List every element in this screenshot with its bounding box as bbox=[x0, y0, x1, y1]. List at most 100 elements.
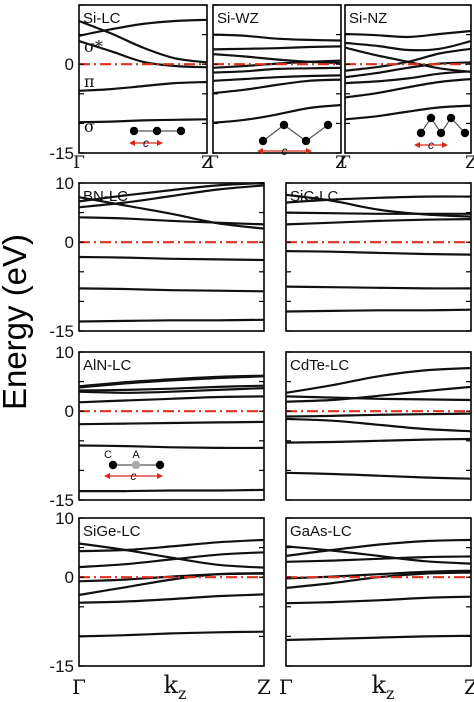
band-line bbox=[285, 634, 472, 642]
band-line bbox=[285, 285, 472, 290]
si-wz-lattice-arrow: c bbox=[257, 144, 312, 158]
band-line bbox=[78, 181, 265, 203]
band-line bbox=[78, 216, 265, 226]
band-line bbox=[78, 444, 265, 450]
atom bbox=[436, 128, 446, 138]
band-line bbox=[344, 70, 472, 85]
arrow-head-left bbox=[414, 142, 420, 148]
panels: 0 -15 Si-LC Si-WZ Si-NZ 10 0 -15 BN-LC SiC-LC 10 0 -… bbox=[49, 4, 474, 702]
band-line bbox=[78, 395, 265, 404]
band-line bbox=[285, 595, 472, 605]
panel-frame bbox=[285, 517, 472, 667]
band-label-sigma: σ bbox=[84, 117, 95, 136]
band-line bbox=[285, 417, 472, 433]
atom bbox=[155, 460, 165, 470]
band-line bbox=[344, 77, 472, 99]
panel-title: GaAs-LC bbox=[290, 523, 352, 540]
band-line bbox=[78, 287, 265, 293]
panel-title: SiC-LC bbox=[290, 188, 339, 205]
band-line bbox=[285, 545, 472, 565]
si-nz-zigzag bbox=[416, 113, 470, 138]
panel-title: Si-WZ bbox=[217, 10, 259, 27]
y-tick-label: 10 bbox=[55, 509, 74, 528]
panel-title: SiGe-LC bbox=[83, 523, 141, 540]
arrow-head-right bbox=[157, 473, 163, 479]
si-lc-lattice-arrow: c bbox=[129, 136, 163, 150]
panel-frame bbox=[78, 351, 265, 501]
atom-label-a: A bbox=[132, 449, 140, 461]
atom bbox=[108, 460, 118, 470]
si-wz-zigzag bbox=[258, 120, 333, 146]
band-line bbox=[212, 74, 342, 82]
panel-title: CdTe-LC bbox=[290, 357, 349, 374]
bond bbox=[283, 124, 307, 142]
aln-lc-chain bbox=[108, 460, 165, 470]
band-line bbox=[78, 630, 265, 638]
band-line bbox=[78, 593, 265, 604]
atom bbox=[152, 126, 162, 136]
y-tick-label: 10 bbox=[55, 174, 74, 193]
band-label-pi: π bbox=[84, 72, 95, 91]
band-line bbox=[212, 103, 342, 124]
lattice-constant-label: c bbox=[428, 138, 434, 152]
band-line bbox=[78, 318, 265, 323]
atom bbox=[426, 113, 436, 123]
band-line bbox=[285, 193, 472, 218]
x-tick-label-gamma: Γ bbox=[207, 153, 219, 173]
band-line bbox=[285, 412, 472, 418]
panel-si-lc: 0 -15 Si-LC bbox=[49, 4, 208, 163]
band-line bbox=[78, 19, 208, 64]
band-line bbox=[78, 375, 265, 389]
y-tick-label: 0 bbox=[65, 402, 74, 421]
band-line bbox=[285, 471, 472, 480]
band-line bbox=[78, 384, 265, 392]
band-line bbox=[344, 104, 472, 121]
band-line bbox=[78, 538, 265, 553]
atom bbox=[258, 136, 268, 146]
aln-lc-lattice-arrow: c bbox=[104, 469, 163, 483]
band-line bbox=[78, 542, 265, 569]
band-line bbox=[78, 420, 265, 426]
band-line bbox=[344, 29, 472, 39]
x-tick-label-z: Z bbox=[335, 153, 347, 173]
y-tick-label: -15 bbox=[49, 322, 74, 341]
band-line bbox=[285, 555, 472, 563]
x-axis-label-kz-sub: z bbox=[386, 684, 394, 702]
band-line bbox=[285, 218, 472, 226]
panel-si-nz: Si-NZ bbox=[344, 4, 472, 154]
x-axis-label-kz-sub: z bbox=[178, 684, 186, 702]
y-axis-label: Energy (eV) bbox=[0, 234, 33, 410]
atom bbox=[176, 126, 186, 136]
panel-frame bbox=[78, 517, 265, 667]
panel-bn-lc: 10 0 -15 BN-LC bbox=[49, 174, 265, 341]
atom bbox=[323, 120, 333, 130]
band-line bbox=[78, 255, 265, 262]
band-line bbox=[285, 385, 472, 403]
arrow-head-right bbox=[442, 142, 448, 148]
band-line bbox=[344, 47, 472, 72]
y-tick-label: 10 bbox=[55, 343, 74, 362]
arrow-head-left bbox=[104, 473, 110, 479]
arrow-head-left bbox=[129, 140, 135, 146]
atom bbox=[301, 136, 311, 146]
arrow-head-left bbox=[257, 148, 263, 154]
band-line bbox=[78, 18, 208, 37]
band-line bbox=[78, 184, 265, 209]
band-line bbox=[285, 195, 472, 204]
x-tick-label-z: Z bbox=[201, 153, 213, 173]
x-tick-label-gamma: Γ bbox=[72, 675, 86, 699]
x-tick-label-z: Z bbox=[465, 153, 474, 173]
panel-frame bbox=[285, 182, 472, 332]
y-tick-label: -15 bbox=[49, 491, 74, 510]
panel-aln-lc: 10 0 -15 AlN-LC bbox=[49, 343, 265, 510]
panel-title: Si-LC bbox=[83, 10, 121, 27]
arrow-head-right bbox=[157, 140, 163, 146]
si-nz-lattice-arrow: c bbox=[414, 138, 448, 152]
band-line bbox=[78, 572, 265, 597]
band-line bbox=[285, 395, 472, 402]
y-tick-label: -15 bbox=[49, 144, 74, 163]
band-line bbox=[212, 66, 342, 74]
atom bbox=[131, 460, 141, 470]
atom bbox=[279, 120, 289, 130]
x-tick-label-z: Z bbox=[257, 675, 271, 699]
